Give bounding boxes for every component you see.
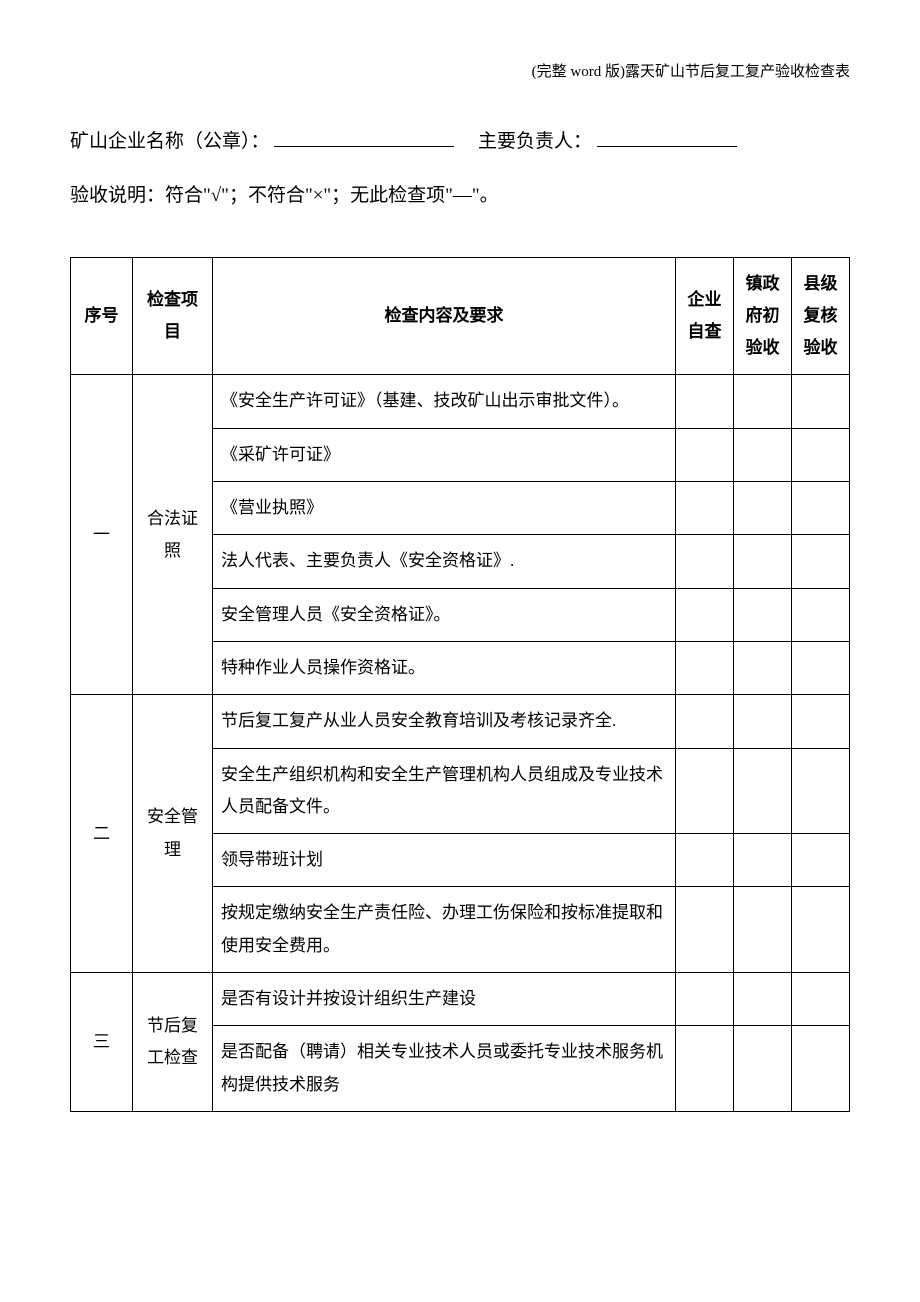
content-cell: 特种作业人员操作资格证。 — [213, 641, 676, 694]
check-cell[interactable] — [792, 834, 850, 887]
content-cell: 是否配备（聘请）相关专业技术人员或委托专业技术服务机构提供技术服务 — [213, 1026, 676, 1112]
check-cell[interactable] — [676, 695, 734, 748]
category-cell: 合法证照 — [133, 375, 213, 695]
content-cell: 安全生产组织机构和安全生产管理机构人员组成及专业技术人员配备文件。 — [213, 748, 676, 834]
check-cell[interactable] — [676, 887, 734, 973]
table-row: 二安全管理节后复工复产从业人员安全教育培训及考核记录齐全. — [71, 695, 850, 748]
check-cell[interactable] — [792, 428, 850, 481]
check-cell[interactable] — [734, 1026, 792, 1112]
category-cell: 节后复工检查 — [133, 973, 213, 1112]
col-content: 检查内容及要求 — [213, 257, 676, 375]
check-cell[interactable] — [676, 973, 734, 1026]
content-cell: 《采矿许可证》 — [213, 428, 676, 481]
company-blank[interactable] — [274, 125, 454, 147]
check-cell[interactable] — [676, 428, 734, 481]
document-page: (完整 word 版)露天矿山节后复工复产验收检查表 矿山企业名称（公章）： 主… — [0, 0, 920, 1302]
col-check1: 企业自查 — [676, 257, 734, 375]
check-cell[interactable] — [676, 535, 734, 588]
check-cell[interactable] — [734, 695, 792, 748]
col-seq: 序号 — [71, 257, 133, 375]
check-cell[interactable] — [792, 748, 850, 834]
check-cell[interactable] — [734, 482, 792, 535]
content-cell: 安全管理人员《安全资格证》。 — [213, 588, 676, 641]
table-row: 三节后复工检查是否有设计并按设计组织生产建设 — [71, 973, 850, 1026]
check-cell[interactable] — [792, 641, 850, 694]
check-cell[interactable] — [734, 748, 792, 834]
company-line: 矿山企业名称（公章）： 主要负责人： — [70, 121, 850, 163]
table-row: 一合法证照《安全生产许可证》（基建、技改矿山出示审批文件）。 — [71, 375, 850, 428]
category-cell: 安全管理 — [133, 695, 213, 973]
check-cell[interactable] — [734, 588, 792, 641]
table-header-row: 序号 检查项目 检查内容及要求 企业自查 镇政府初验收 县级复核验收 — [71, 257, 850, 375]
content-cell: 是否有设计并按设计组织生产建设 — [213, 973, 676, 1026]
content-cell: 《营业执照》 — [213, 482, 676, 535]
content-cell: 《安全生产许可证》（基建、技改矿山出示审批文件）。 — [213, 375, 676, 428]
check-cell[interactable] — [792, 887, 850, 973]
check-cell[interactable] — [792, 1026, 850, 1112]
check-cell[interactable] — [676, 588, 734, 641]
check-cell[interactable] — [676, 834, 734, 887]
header-note: (完整 word 版)露天矿山节后复工复产验收检查表 — [70, 60, 850, 81]
check-cell[interactable] — [792, 482, 850, 535]
content-cell: 按规定缴纳安全生产责任险、办理工伤保险和按标准提取和使用安全费用。 — [213, 887, 676, 973]
check-cell[interactable] — [676, 748, 734, 834]
check-cell[interactable] — [734, 641, 792, 694]
check-cell[interactable] — [734, 535, 792, 588]
check-cell[interactable] — [734, 834, 792, 887]
check-cell[interactable] — [676, 482, 734, 535]
content-cell: 法人代表、主要负责人《安全资格证》. — [213, 535, 676, 588]
company-label: 矿山企业名称（公章）： — [70, 131, 270, 152]
seq-cell: 一 — [71, 375, 133, 695]
responsible-blank[interactable] — [597, 125, 737, 147]
responsible-label: 主要负责人： — [478, 131, 592, 152]
col-category: 检查项目 — [133, 257, 213, 375]
check-cell[interactable] — [676, 375, 734, 428]
table-body: 一合法证照《安全生产许可证》（基建、技改矿山出示审批文件）。《采矿许可证》《营业… — [71, 375, 850, 1111]
check-cell[interactable] — [734, 973, 792, 1026]
check-cell[interactable] — [792, 973, 850, 1026]
check-cell[interactable] — [676, 1026, 734, 1112]
col-check2: 镇政府初验收 — [734, 257, 792, 375]
checklist-table: 序号 检查项目 检查内容及要求 企业自查 镇政府初验收 县级复核验收 一合法证照… — [70, 257, 850, 1112]
check-cell[interactable] — [792, 375, 850, 428]
check-cell[interactable] — [676, 641, 734, 694]
content-cell: 节后复工复产从业人员安全教育培训及考核记录齐全. — [213, 695, 676, 748]
check-cell[interactable] — [734, 887, 792, 973]
check-cell[interactable] — [734, 428, 792, 481]
check-cell[interactable] — [734, 375, 792, 428]
col-check3: 县级复核验收 — [792, 257, 850, 375]
content-cell: 领导带班计划 — [213, 834, 676, 887]
check-cell[interactable] — [792, 588, 850, 641]
check-cell[interactable] — [792, 695, 850, 748]
check-cell[interactable] — [792, 535, 850, 588]
instructions: 验收说明：符合"√"；不符合"×"；无此检查项"—"。 — [70, 175, 850, 217]
seq-cell: 二 — [71, 695, 133, 973]
seq-cell: 三 — [71, 973, 133, 1112]
